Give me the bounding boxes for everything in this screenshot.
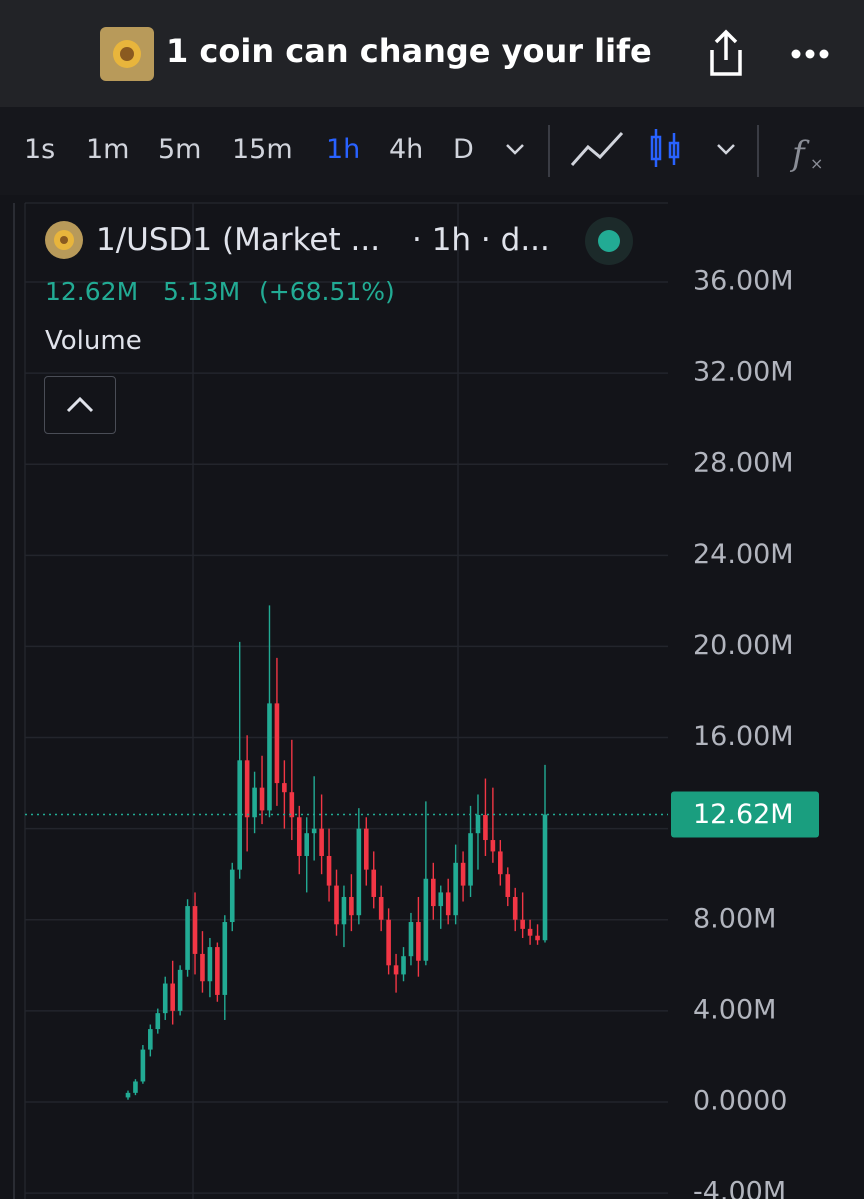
candle-body (334, 885, 339, 925)
legend-last: 12.62M (45, 277, 139, 306)
legend-change: 5.13M (163, 277, 241, 306)
candle-body (274, 703, 280, 784)
coin-avatar (100, 27, 154, 81)
y-tick-label: 4.00M (693, 994, 776, 1025)
candle-body (229, 869, 235, 923)
candle-body (498, 851, 503, 875)
more-button[interactable] (790, 44, 832, 64)
y-tick-label: 36.00M (693, 265, 794, 296)
study-name: Volume (45, 326, 142, 356)
candle-body (207, 947, 213, 982)
candle-body (438, 892, 444, 907)
timeframe-tab[interactable]: 15m (232, 134, 293, 165)
candle-body (267, 703, 272, 811)
candle-body (483, 814, 488, 841)
chevron-up (66, 396, 94, 413)
candle-body (296, 817, 302, 856)
candle-body (148, 1029, 153, 1050)
candle-body (408, 922, 414, 957)
candle-body (125, 1092, 131, 1098)
price-chart: -4.00M0.00004.00M8.00M12.00M16.00M20.00M… (0, 195, 864, 1199)
symbol-name: 1/USD1 (Market ... (96, 222, 381, 258)
candle-body (192, 906, 198, 954)
symbol-icon (45, 221, 83, 259)
candle-body (349, 896, 354, 916)
legend-change-pct: (+68.51%) (259, 277, 395, 306)
candle-body (401, 956, 406, 975)
candle-body (222, 922, 228, 995)
candle-body (460, 862, 466, 886)
share-button[interactable] (704, 28, 748, 80)
candle-body (155, 1013, 161, 1030)
candle-body (535, 935, 540, 941)
last-price-label: 12.62M (693, 799, 794, 830)
candle-body (252, 787, 257, 818)
candle-body (416, 922, 421, 961)
candle-body (319, 828, 324, 856)
y-tick-label: 24.00M (693, 539, 794, 570)
candle-body (140, 1049, 146, 1082)
candle-body (326, 855, 332, 886)
candle-body (371, 869, 377, 897)
y-tick-label: 28.00M (693, 448, 794, 479)
status-indicator (585, 217, 633, 265)
candle-body (431, 878, 436, 907)
candle-body (244, 760, 250, 818)
candle-body (304, 833, 310, 856)
candle-body (177, 969, 183, 1011)
candle-body (170, 983, 175, 1011)
candle-body (393, 965, 399, 975)
candle-body (311, 828, 317, 834)
candle-body (162, 983, 168, 1014)
timeframe-tab[interactable]: 4h (389, 134, 424, 165)
candle-body (259, 787, 265, 811)
candle-body (542, 814, 548, 941)
last-price-box (671, 791, 819, 838)
candle-body (378, 896, 384, 920)
toolbar-icons: f × (506, 125, 823, 177)
svg-text:f: f (789, 134, 810, 174)
timeframe-tab[interactable]: 1h (326, 134, 361, 165)
collapse-button[interactable] (44, 376, 116, 434)
top-bar: 1 coin can change your life (0, 0, 864, 107)
candle-body (200, 953, 205, 982)
candle-body (185, 906, 190, 970)
candle-body (490, 840, 496, 852)
candle-body (468, 833, 473, 886)
svg-text:×: × (810, 154, 823, 173)
timeframe-tab[interactable]: D (453, 134, 474, 165)
candle-body (289, 792, 295, 818)
y-tick-label: -4.00M (693, 1177, 786, 1199)
candle-body (475, 814, 481, 834)
symbol-interval: · 1h · d... (412, 222, 550, 258)
candle-body (363, 828, 369, 870)
toolbar: f × (0, 107, 864, 196)
y-tick-label: 20.00M (693, 630, 794, 661)
candle-body (512, 896, 518, 920)
candle-body (423, 878, 429, 961)
candle-body (505, 874, 511, 897)
y-tick-label: 16.00M (693, 721, 794, 752)
candle-body (341, 896, 347, 925)
candle-body (237, 760, 242, 870)
candle-body (133, 1081, 138, 1093)
candle-body (445, 892, 451, 916)
y-tick-label: 8.00M (693, 903, 776, 934)
candle-body (527, 928, 533, 936)
candle-body (520, 919, 525, 929)
candle-body (282, 783, 287, 793)
y-tick-label: 32.00M (693, 357, 794, 388)
candle-body (453, 862, 458, 916)
timeframe-tab[interactable]: 5m (158, 134, 202, 165)
candle-body (215, 947, 220, 995)
candle-body (356, 828, 362, 916)
timeframe-tab[interactable]: 1s (24, 134, 56, 165)
timeframe-tab[interactable]: 1m (86, 134, 130, 165)
candle-body (386, 919, 391, 966)
page-title: 1 coin can change your life (166, 32, 652, 70)
y-tick-label: 0.0000 (693, 1085, 787, 1116)
